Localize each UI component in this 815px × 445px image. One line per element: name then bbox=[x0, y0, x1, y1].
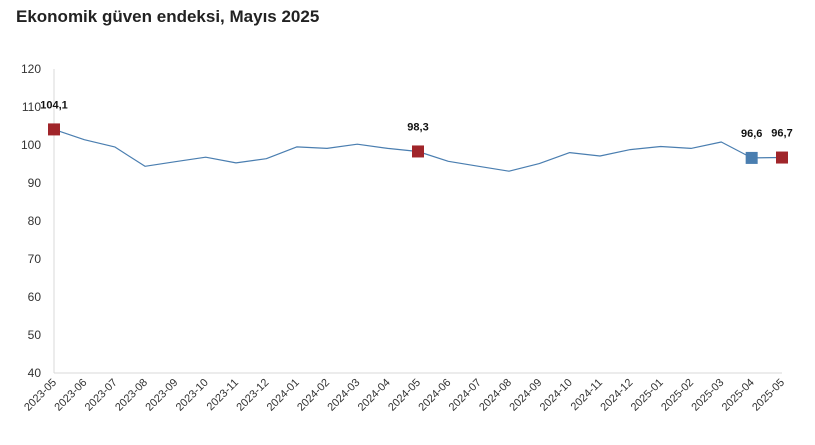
y-tick-label: 70 bbox=[28, 252, 42, 266]
data-marker bbox=[745, 151, 758, 164]
y-tick-label: 90 bbox=[28, 176, 42, 190]
marker-layer: 104,1 98,3 96,6 96,7 bbox=[40, 99, 793, 164]
x-axis: 2023-052023-062023-072023-082023-092023-… bbox=[22, 372, 787, 414]
x-tick-label: 2023-10 bbox=[174, 377, 211, 414]
data-label: 98,3 bbox=[407, 121, 428, 133]
x-tick-label: 2024-08 bbox=[477, 377, 514, 414]
x-tick-label: 2023-09 bbox=[143, 377, 180, 414]
x-tick-label: 2025-02 bbox=[659, 377, 696, 414]
chart-title: Ekonomik güven endeksi, Mayıs 2025 bbox=[16, 7, 320, 26]
y-tick-label: 40 bbox=[28, 366, 42, 380]
data-marker bbox=[412, 145, 424, 158]
x-tick-label: 2025-04 bbox=[720, 377, 757, 414]
data-label: 96,7 bbox=[771, 128, 792, 140]
y-tick-label: 60 bbox=[28, 290, 42, 304]
x-tick-label: 2024-07 bbox=[447, 377, 484, 414]
x-tick-label: 2024-02 bbox=[295, 377, 332, 414]
x-tick-label: 2024-12 bbox=[598, 377, 635, 414]
y-axis: 40 50 60 70 80 90 100 110 120 bbox=[21, 62, 55, 380]
x-tick-label: 2025-01 bbox=[629, 377, 666, 414]
y-tick-label: 50 bbox=[28, 328, 42, 342]
y-tick-label: 110 bbox=[22, 100, 41, 114]
x-tick-label: 2024-10 bbox=[538, 377, 575, 414]
x-tick-label: 2024-01 bbox=[265, 377, 302, 414]
data-label: 104,1 bbox=[40, 99, 68, 111]
x-tick-label: 2023-05 bbox=[22, 377, 59, 414]
x-tick-label: 2025-03 bbox=[689, 377, 726, 414]
x-tick-label: 2024-09 bbox=[507, 377, 544, 414]
x-tick-label: 2024-06 bbox=[416, 377, 453, 414]
x-tick-label: 2024-03 bbox=[325, 377, 362, 414]
data-marker bbox=[776, 151, 788, 164]
x-tick-label: 2023-12 bbox=[234, 377, 271, 414]
x-tick-label: 2023-06 bbox=[52, 377, 89, 414]
y-tick-label: 80 bbox=[28, 214, 42, 228]
data-label: 96,6 bbox=[741, 128, 762, 140]
y-tick-label: 120 bbox=[21, 62, 41, 76]
y-tick-label: 100 bbox=[21, 138, 41, 152]
data-marker bbox=[48, 123, 60, 136]
x-tick-label: 2024-04 bbox=[356, 377, 393, 414]
x-tick-label: 2023-07 bbox=[83, 377, 120, 414]
x-tick-label: 2023-08 bbox=[113, 377, 150, 414]
x-tick-label: 2024-05 bbox=[386, 377, 423, 414]
x-tick-label: 2025-05 bbox=[750, 377, 787, 414]
